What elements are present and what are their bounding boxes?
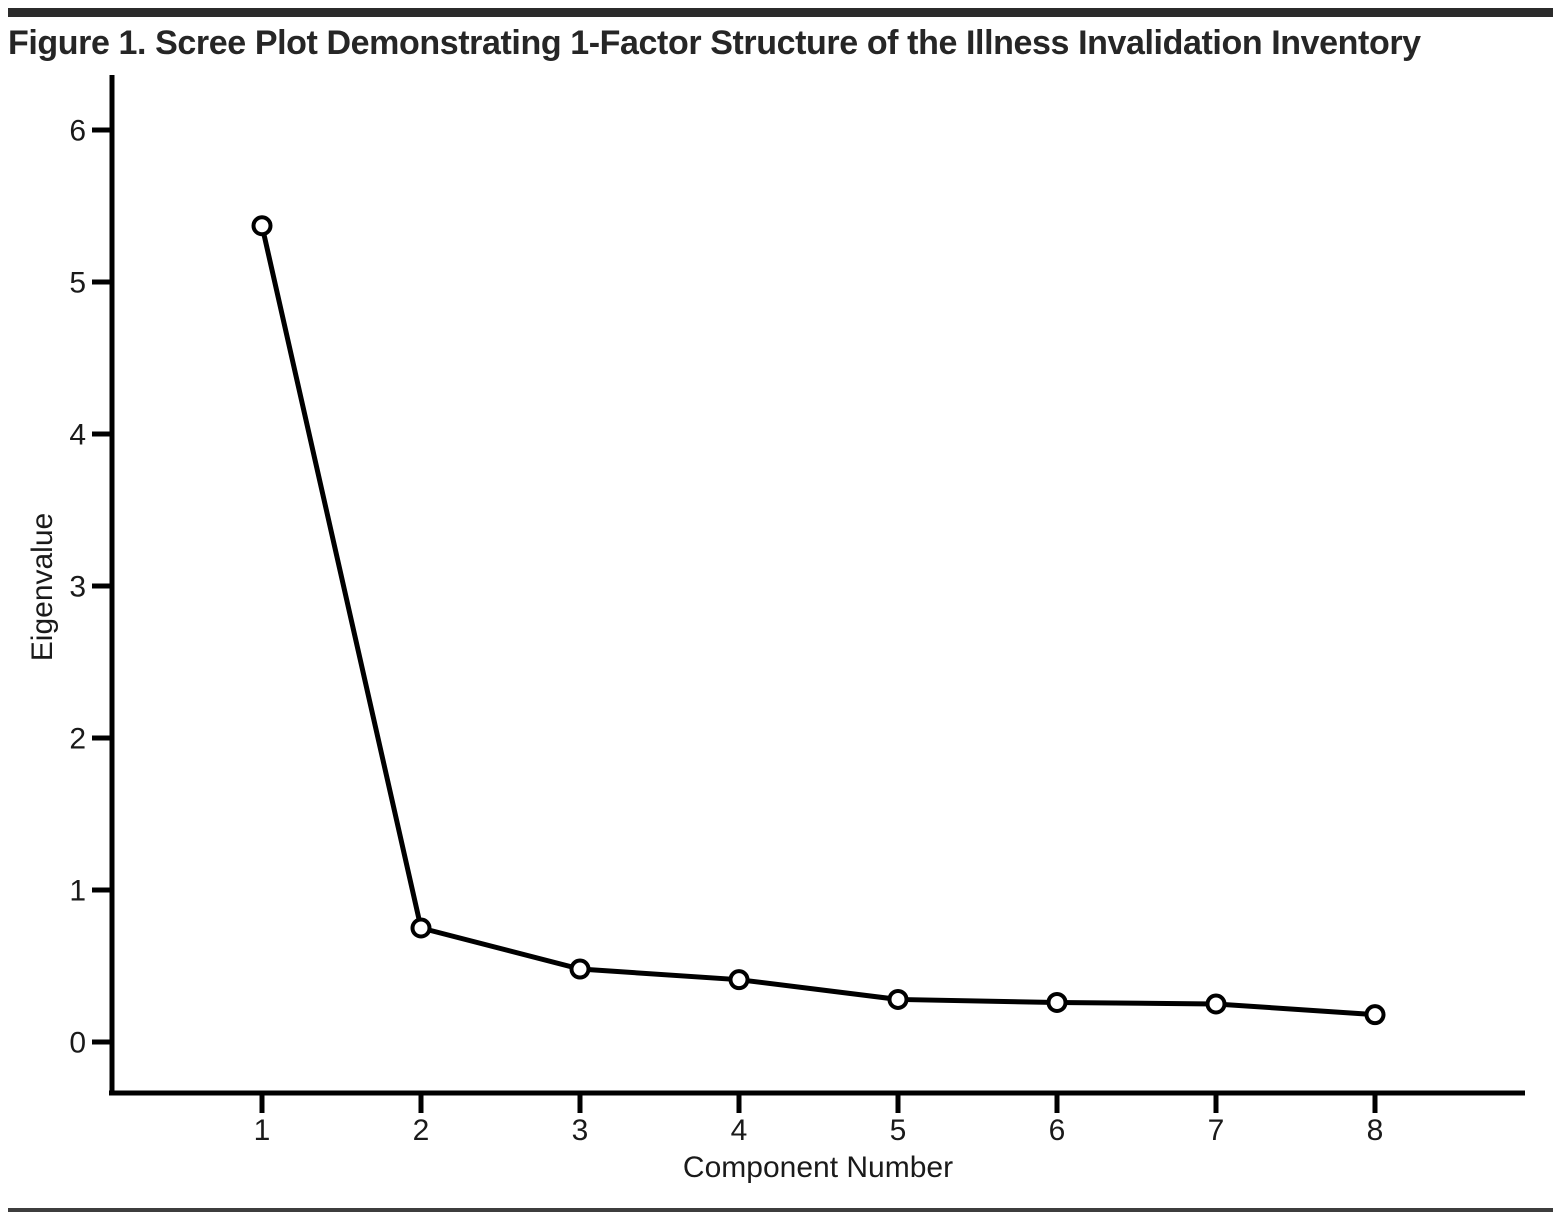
x-tick-label: 4 [731, 1114, 748, 1147]
x-tick-label: 1 [254, 1114, 271, 1147]
y-tick-label: 1 [69, 875, 86, 908]
x-tick-label: 2 [413, 1114, 430, 1147]
x-axis-title: Component Number [682, 1151, 954, 1184]
bottom-rule [8, 1208, 1553, 1212]
figure-title: Figure 1. Scree Plot Demonstrating 1-Fac… [8, 24, 1421, 62]
data-point-marker [569, 958, 591, 980]
x-tick-label: 3 [572, 1114, 589, 1147]
y-tick-label: 5 [69, 267, 86, 300]
x-tick-label: 5 [890, 1114, 907, 1147]
data-point-marker [1364, 1004, 1386, 1026]
x-tick-label: 7 [1208, 1114, 1225, 1147]
x-tick-label: 8 [1367, 1114, 1384, 1147]
y-tick-label: 6 [69, 115, 86, 148]
scree-line [259, 225, 1376, 1018]
data-point-marker [410, 917, 432, 939]
data-point-marker [251, 215, 273, 237]
y-tick-label: 0 [69, 1027, 86, 1060]
data-point-marker [1205, 993, 1227, 1015]
data-point-marker [1046, 991, 1068, 1013]
top-rule [8, 8, 1553, 17]
data-point-marker [887, 988, 909, 1010]
y-tick-label: 4 [69, 419, 86, 452]
data-point-marker [728, 969, 750, 991]
y-axis-title: Eigenvalue [26, 512, 59, 662]
y-tick-label: 3 [69, 571, 86, 604]
y-tick-label: 2 [69, 723, 86, 756]
x-tick-label: 6 [1049, 1114, 1066, 1147]
